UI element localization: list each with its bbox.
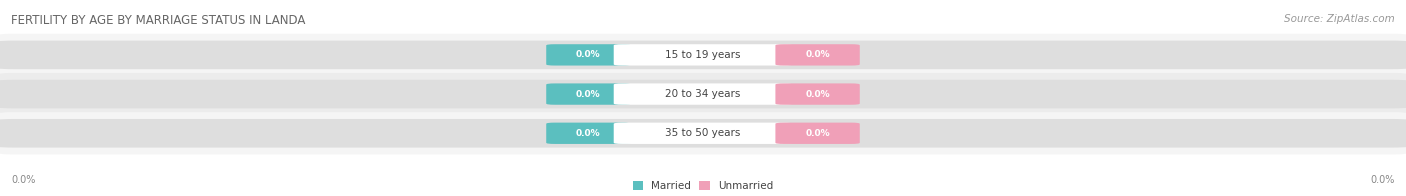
FancyBboxPatch shape [546, 44, 630, 65]
Text: 0.0%: 0.0% [576, 50, 600, 59]
Text: 0.0%: 0.0% [806, 50, 830, 59]
FancyBboxPatch shape [0, 80, 1406, 108]
FancyBboxPatch shape [614, 44, 793, 65]
Text: FERTILITY BY AGE BY MARRIAGE STATUS IN LANDA: FERTILITY BY AGE BY MARRIAGE STATUS IN L… [11, 14, 305, 27]
FancyBboxPatch shape [614, 83, 793, 105]
Text: 0.0%: 0.0% [1371, 175, 1395, 185]
FancyBboxPatch shape [546, 123, 630, 144]
Text: 0.0%: 0.0% [806, 129, 830, 138]
FancyBboxPatch shape [776, 83, 859, 105]
FancyBboxPatch shape [546, 83, 630, 105]
Text: Source: ZipAtlas.com: Source: ZipAtlas.com [1284, 14, 1395, 24]
Text: 0.0%: 0.0% [806, 90, 830, 99]
FancyBboxPatch shape [0, 41, 1406, 69]
FancyBboxPatch shape [776, 44, 859, 65]
Text: 35 to 50 years: 35 to 50 years [665, 128, 741, 138]
Text: 0.0%: 0.0% [11, 175, 35, 185]
FancyBboxPatch shape [0, 112, 1406, 154]
Text: 20 to 34 years: 20 to 34 years [665, 89, 741, 99]
Text: 0.0%: 0.0% [576, 90, 600, 99]
FancyBboxPatch shape [0, 119, 1406, 148]
Legend: Married, Unmarried: Married, Unmarried [633, 181, 773, 191]
FancyBboxPatch shape [614, 123, 793, 144]
Text: 15 to 19 years: 15 to 19 years [665, 50, 741, 60]
FancyBboxPatch shape [0, 34, 1406, 76]
Text: 0.0%: 0.0% [576, 129, 600, 138]
FancyBboxPatch shape [776, 123, 859, 144]
FancyBboxPatch shape [0, 73, 1406, 115]
